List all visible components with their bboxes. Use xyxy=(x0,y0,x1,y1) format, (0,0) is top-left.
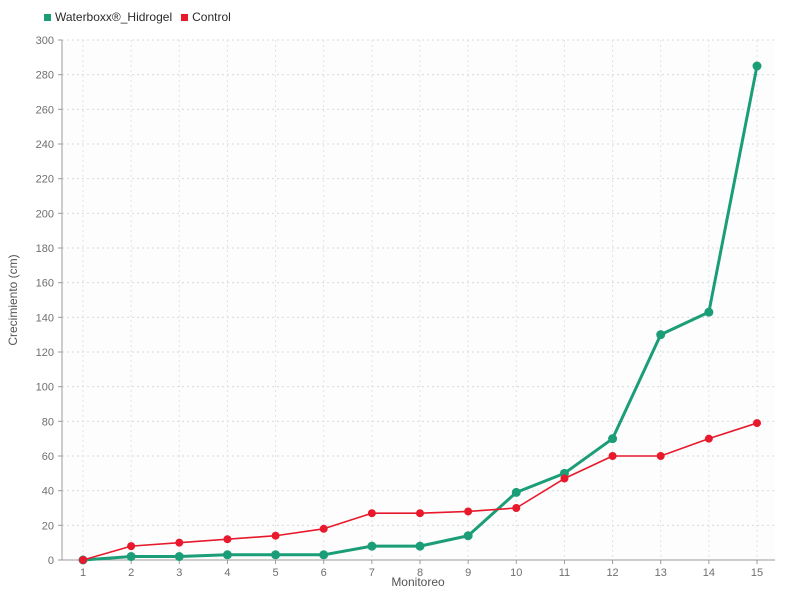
y-tick-label: 140 xyxy=(36,312,54,324)
y-tick-label: 120 xyxy=(36,347,54,359)
y-tick-label: 300 xyxy=(36,35,54,47)
data-point-control xyxy=(416,509,424,518)
y-tick-label: 100 xyxy=(36,382,54,394)
x-tick-label: 11 xyxy=(559,567,570,579)
x-tick-label: 14 xyxy=(703,567,715,579)
y-tick-label: 60 xyxy=(42,451,54,463)
plot-background xyxy=(62,40,775,560)
x-tick-label: 10 xyxy=(510,567,522,579)
data-point-waterboxx-hidrogel xyxy=(126,552,136,562)
grid-layer xyxy=(62,39,775,561)
legend-item-waterboxx-hidrogel: Waterboxx®_Hidrogel xyxy=(44,10,172,24)
x-tick-label: 3 xyxy=(176,567,182,579)
x-tick-label: 4 xyxy=(224,567,230,579)
data-point-control xyxy=(464,507,473,516)
data-point-waterboxx-hidrogel xyxy=(463,531,473,541)
x-tick-label: 5 xyxy=(273,567,279,579)
x-tick-label: 2 xyxy=(128,567,134,579)
x-tick-label: 7 xyxy=(369,567,375,579)
y-tick-label: 220 xyxy=(36,174,54,186)
y-tick-label: 160 xyxy=(36,278,54,290)
data-point-control xyxy=(367,509,376,518)
y-tick-label: 20 xyxy=(42,520,54,532)
y-tick-label: 200 xyxy=(36,208,54,220)
y-tick-label: 0 xyxy=(48,555,54,567)
x-axis-title: Monitoreo xyxy=(391,575,445,589)
x-tick-label: 15 xyxy=(751,567,763,579)
legend-label: Waterboxx®_Hidrogel xyxy=(55,10,173,24)
legend-swatch-icon xyxy=(181,13,189,21)
x-tick-label: 6 xyxy=(321,567,327,579)
x-tick-label: 9 xyxy=(465,567,471,579)
data-point-control xyxy=(79,556,87,564)
data-point-control xyxy=(223,535,232,544)
data-point-control xyxy=(656,452,665,460)
data-point-waterboxx-hidrogel xyxy=(174,552,184,562)
data-point-waterboxx-hidrogel xyxy=(271,550,281,560)
y-tick-label: 240 xyxy=(36,139,54,151)
axes-layer: 0 20 40 60 80 100 120 140 160 180 200 220 240 260 280 3… xyxy=(36,35,775,579)
y-tick-label: 80 xyxy=(42,416,54,428)
y-tick-label: 40 xyxy=(42,486,54,498)
y-tick-label: 180 xyxy=(36,243,54,255)
data-point-waterboxx-hidrogel xyxy=(367,541,377,551)
data-point-waterboxx-hidrogel xyxy=(608,434,618,444)
x-tick-label: 8 xyxy=(417,567,423,579)
data-point-waterboxx-hidrogel xyxy=(656,330,666,340)
data-point-control xyxy=(608,452,617,460)
data-point-waterboxx-hidrogel xyxy=(511,487,521,497)
chart-legend: Waterboxx®_Hidrogel Control xyxy=(44,10,231,24)
data-point-waterboxx-hidrogel xyxy=(319,550,329,560)
data-point-control xyxy=(704,434,713,443)
y-axis-title: Crecimiento (cm) xyxy=(6,254,20,345)
legend-label: Control xyxy=(192,10,231,24)
data-point-waterboxx-hidrogel xyxy=(704,307,714,317)
data-point-control xyxy=(127,542,136,551)
legend-item-control: Control xyxy=(181,10,231,24)
x-tick-label: 13 xyxy=(655,567,667,579)
x-tick-label: 1 xyxy=(80,567,86,579)
data-point-control xyxy=(753,419,761,428)
x-tick-label: 12 xyxy=(606,567,618,579)
data-point-waterboxx-hidrogel xyxy=(752,61,762,71)
series-layer xyxy=(78,61,762,565)
data-point-control xyxy=(271,531,280,540)
data-point-control xyxy=(560,474,569,483)
data-point-control xyxy=(175,538,184,547)
data-point-control xyxy=(319,524,328,533)
legend-swatch-icon xyxy=(44,13,51,21)
data-point-control xyxy=(512,504,521,512)
data-point-waterboxx-hidrogel xyxy=(222,550,232,560)
y-tick-label: 260 xyxy=(36,104,54,116)
data-point-waterboxx-hidrogel xyxy=(415,541,425,551)
y-tick-label: 280 xyxy=(36,70,54,82)
